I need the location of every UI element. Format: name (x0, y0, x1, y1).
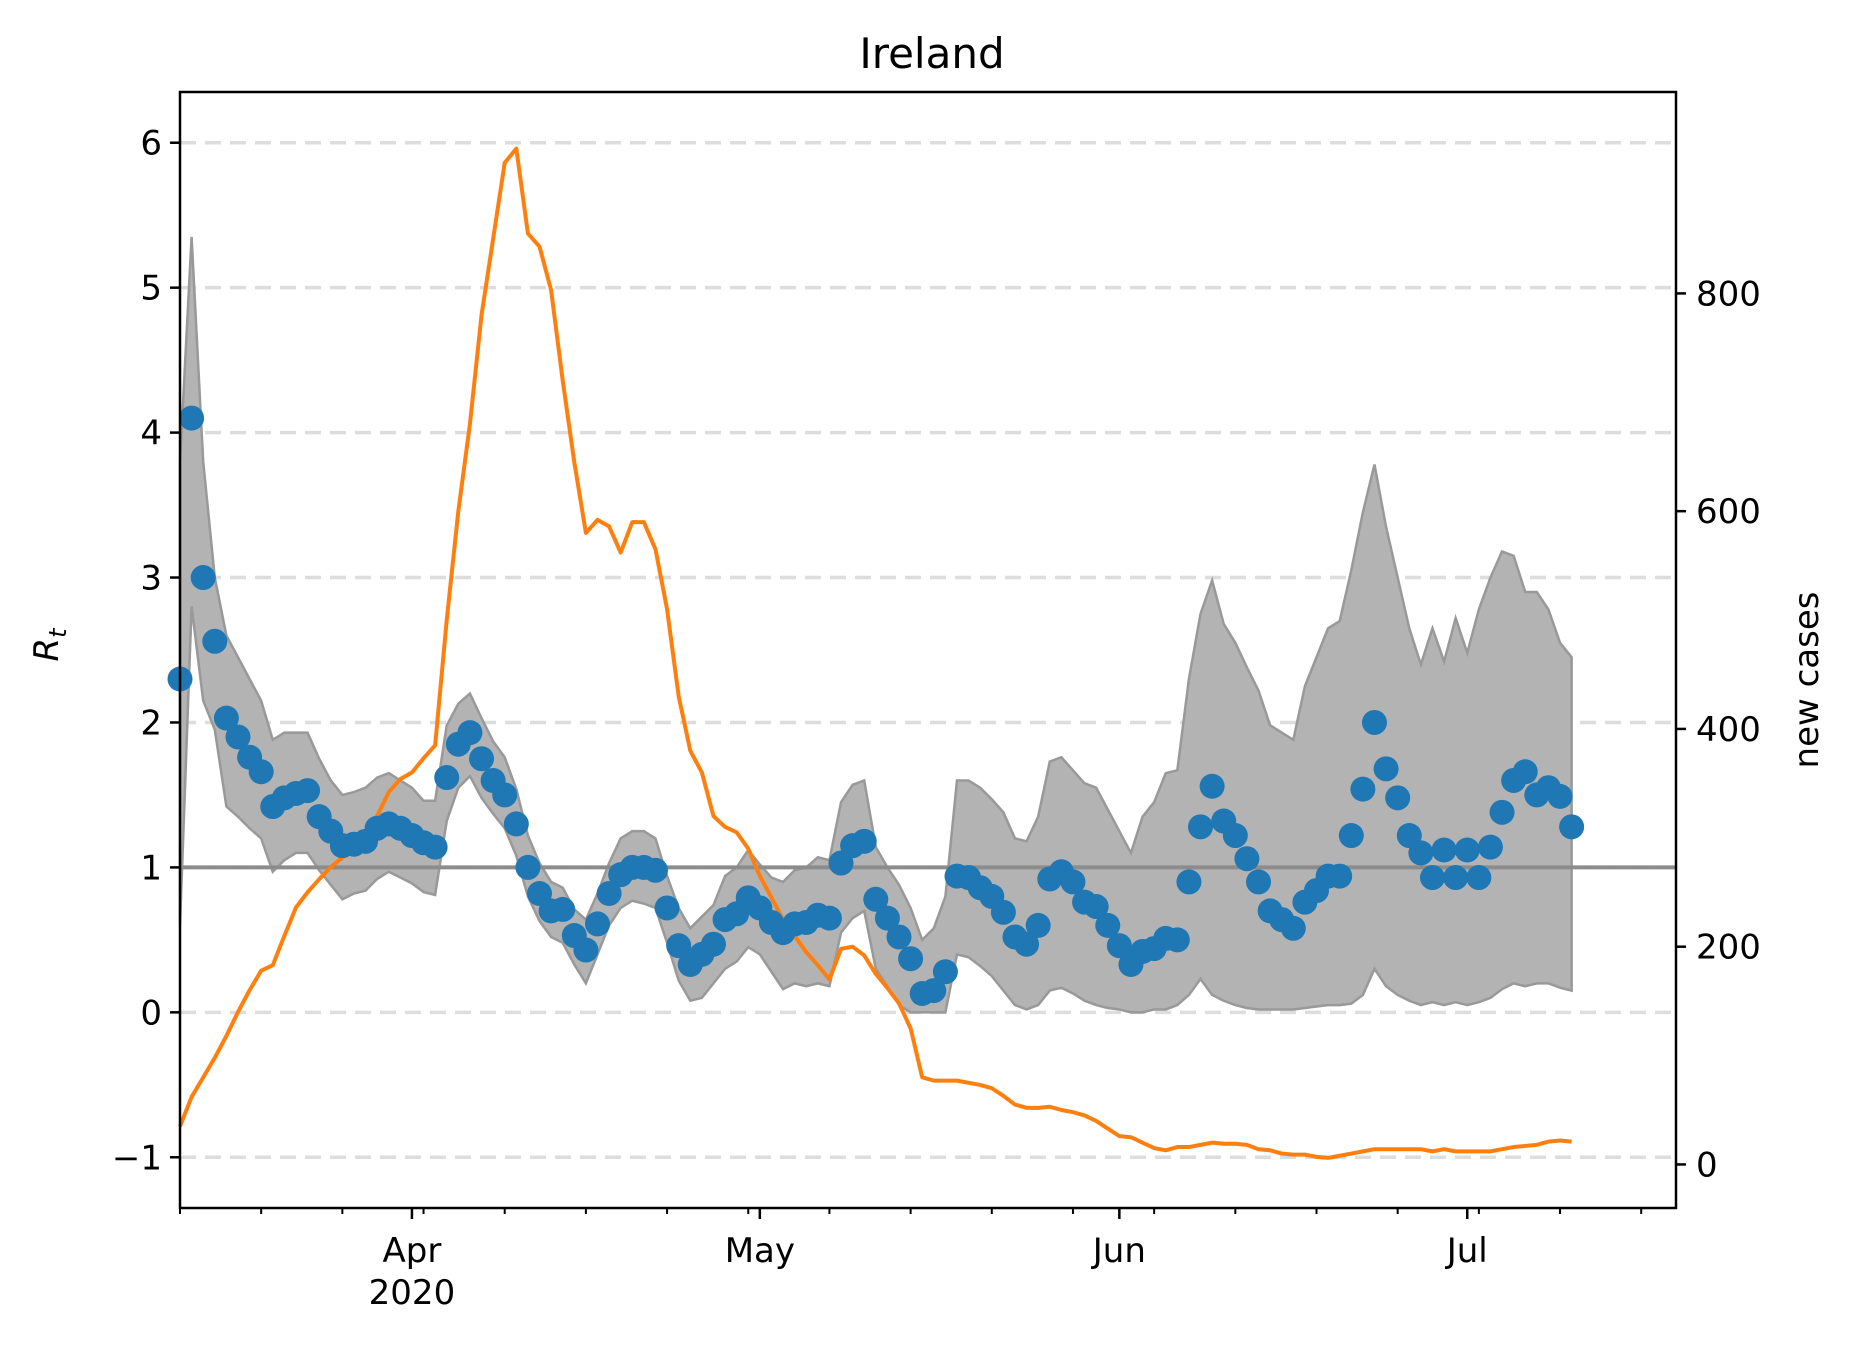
rt-point (1385, 785, 1411, 811)
y-axis-title-left: Rt (27, 627, 72, 662)
rt-point (642, 857, 668, 883)
rt-point (515, 854, 541, 880)
rt-point (1489, 799, 1515, 825)
y-tick-label-left: 5 (140, 269, 162, 309)
rt-point (190, 565, 216, 591)
rt-point (700, 931, 726, 957)
rt-point (886, 924, 912, 950)
rt-point (1350, 776, 1376, 802)
rt-point (1443, 865, 1469, 891)
y-tick-label-left: 6 (140, 124, 162, 164)
x-tick-label: May (725, 1231, 795, 1271)
rt-point (213, 705, 239, 731)
rt-point (1095, 912, 1121, 938)
rt-point (1083, 894, 1109, 920)
new-cases-series (178, 146, 1572, 1160)
rt-point (863, 886, 889, 912)
x-tick-label: Apr (383, 1231, 442, 1271)
rt-point (1106, 933, 1132, 959)
rt-point (248, 759, 274, 785)
rt-point (1222, 823, 1248, 849)
rt-point (1025, 912, 1051, 938)
plot-frame (178, 90, 1678, 1210)
rt-point (225, 724, 251, 750)
y-tick-label-left: 0 (140, 993, 162, 1033)
rt-point (503, 811, 529, 837)
rt-point (1373, 756, 1399, 782)
y-tick-label-left: 4 (140, 414, 162, 454)
rt-point (550, 896, 576, 922)
rt-point (573, 937, 599, 963)
rt-point (851, 828, 877, 854)
rt-point (1234, 846, 1260, 872)
rt-point (1408, 840, 1434, 866)
rt-point (1466, 865, 1492, 891)
rt-point (1547, 783, 1573, 809)
rt-point (179, 405, 205, 431)
rt-point (1060, 869, 1086, 895)
new-cases-line (178, 146, 1572, 1160)
y-tick-label-left: −1 (112, 1138, 162, 1178)
rt-point (469, 746, 495, 772)
rt-point (1199, 773, 1225, 799)
rt-point (457, 720, 483, 746)
rt-points-series (167, 405, 1585, 1006)
rt-point (295, 778, 321, 804)
rt-point (816, 905, 842, 931)
rt-point (422, 834, 448, 860)
rt-point (1512, 759, 1538, 785)
x-tick-sublabel: 2020 (369, 1273, 456, 1313)
rt-point (1188, 814, 1214, 840)
rt-point (1014, 931, 1040, 957)
x-tick-label: Jun (1091, 1231, 1146, 1271)
y-tick-label-right: 800 (1696, 274, 1761, 314)
rt-point (492, 782, 518, 808)
rt-point (654, 895, 680, 921)
rt-point (1431, 837, 1457, 863)
x-tick-label: Jul (1445, 1231, 1488, 1271)
y-tick-label-right: 400 (1696, 710, 1761, 750)
rt-point (1361, 709, 1387, 735)
y-tick-label-right: 600 (1696, 492, 1761, 532)
rt-point (1164, 927, 1190, 953)
rt-point (584, 911, 610, 937)
rt-point (1327, 863, 1353, 889)
rt-point (874, 905, 900, 931)
rt-point (1246, 869, 1272, 895)
rt-point (1454, 837, 1480, 863)
rt-point (1477, 834, 1503, 860)
y-axis-title-right: new cases (1787, 592, 1827, 769)
y-tick-label-right: 200 (1696, 928, 1761, 968)
rt-point (596, 880, 622, 906)
rt-point (202, 628, 228, 654)
rt-point (666, 933, 692, 959)
rt-point (898, 946, 924, 972)
rt-point (1419, 865, 1445, 891)
rt-point (1338, 823, 1364, 849)
chart-title: Ireland (859, 29, 1004, 78)
rt-point (1559, 814, 1585, 840)
rt-point (1280, 915, 1306, 941)
rt-point (932, 959, 958, 985)
rt-point (1176, 869, 1202, 895)
axes (170, 90, 1686, 1219)
y-tick-label-left: 1 (140, 848, 162, 888)
y-tick-label-left: 2 (140, 703, 162, 743)
rt-point (434, 765, 460, 791)
rt-point (990, 899, 1016, 925)
y-tick-label-left: 3 (140, 559, 162, 599)
y-tick-label-right: 0 (1696, 1145, 1718, 1185)
rt-point (921, 978, 947, 1004)
